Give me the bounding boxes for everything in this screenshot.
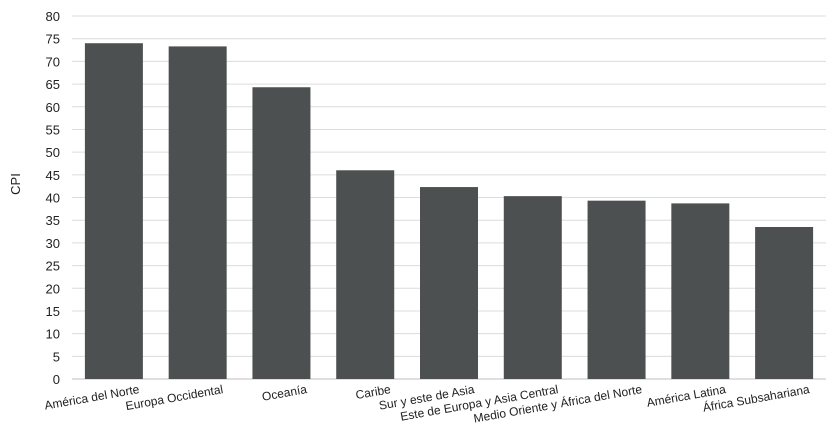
bar <box>503 196 562 379</box>
y-tick-label: 50 <box>46 145 60 160</box>
bar <box>84 43 143 379</box>
bar <box>755 226 814 379</box>
x-category-label: Caribe <box>354 382 392 402</box>
y-axis-ticks: 0 5 10 15 20 25 30 35 40 45 50 55 60 65 70 75 80 <box>46 9 60 387</box>
y-tick-label: 75 <box>46 32 60 47</box>
x-category-label: Oceanía <box>261 382 308 404</box>
y-tick-label: 5 <box>53 349 60 364</box>
x-category-label: Europa Occidental <box>125 382 225 413</box>
bar <box>252 87 311 380</box>
bar <box>336 170 395 379</box>
y-axis-label: CPI <box>8 173 23 195</box>
y-tick-label: 35 <box>46 213 60 228</box>
y-tick-label: 65 <box>46 77 60 92</box>
y-tick-label: 30 <box>46 236 60 251</box>
bar <box>587 200 646 379</box>
y-tick-label: 20 <box>46 281 60 296</box>
y-tick-label: 25 <box>46 259 60 274</box>
y-tick-label: 45 <box>46 168 60 183</box>
bar <box>168 46 227 380</box>
y-tick-label: 80 <box>46 9 60 24</box>
y-tick-label: 10 <box>46 327 60 342</box>
bar <box>420 187 478 379</box>
y-tick-label: 0 <box>53 372 60 387</box>
y-tick-label: 15 <box>46 304 60 319</box>
bars <box>84 43 814 380</box>
y-tick-label: 40 <box>46 191 60 206</box>
y-tick-label: 70 <box>46 54 60 69</box>
y-tick-label: 55 <box>46 122 60 137</box>
bar <box>671 203 730 379</box>
y-tick-label: 60 <box>46 100 60 115</box>
